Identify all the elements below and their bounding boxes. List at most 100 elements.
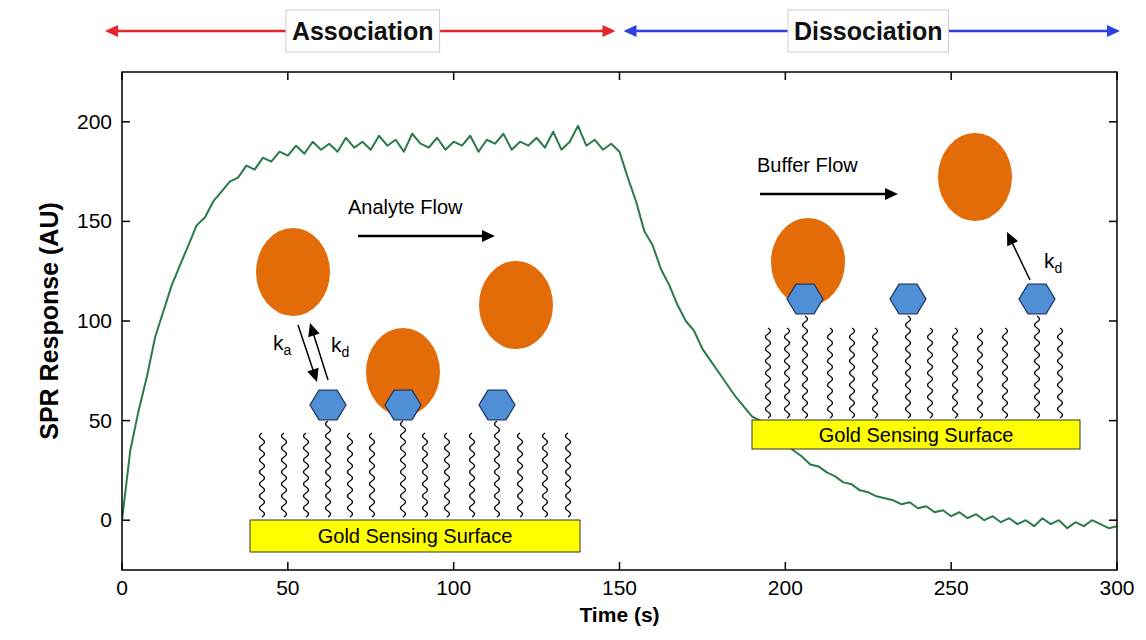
y-tick-label: 200	[77, 110, 112, 133]
y-axis-title: SPR Response (AU)	[35, 202, 63, 440]
data-group	[122, 126, 1117, 528]
linker	[423, 433, 428, 517]
x-tick-label: 150	[602, 576, 637, 599]
y-tick-label: 100	[77, 309, 112, 332]
linker	[370, 433, 375, 517]
linker	[828, 328, 833, 418]
ligand	[890, 284, 926, 314]
rate-main: k	[1044, 249, 1055, 272]
y-tick-right	[1109, 519, 1117, 521]
linker	[470, 433, 475, 517]
x-tick-top	[1116, 72, 1118, 80]
y-tick	[122, 221, 130, 223]
x-tick-label: 0	[116, 576, 128, 599]
gold-surface	[250, 520, 580, 552]
linker	[495, 421, 500, 517]
ligand	[787, 284, 823, 314]
x-tick	[287, 562, 289, 570]
ligand	[1019, 284, 1055, 314]
linker	[1003, 328, 1008, 418]
x-tick	[785, 562, 787, 570]
arrow-shaft	[313, 333, 328, 380]
x-tick-label: 50	[276, 576, 299, 599]
x-tick	[1116, 562, 1118, 570]
x-tick-label: 100	[436, 576, 471, 599]
linker	[348, 433, 353, 517]
arrow-head	[1107, 25, 1120, 37]
chart: 050100150200050100150200250300Time (s)SP…	[0, 0, 1146, 640]
linker	[1035, 316, 1040, 418]
linker	[850, 328, 855, 418]
analyte	[938, 133, 1012, 221]
x-tick-top	[453, 72, 455, 80]
linker	[953, 328, 958, 418]
rate-label: ka	[273, 331, 292, 358]
linker	[766, 328, 771, 418]
arrow-head	[885, 188, 898, 200]
linker	[543, 433, 548, 517]
flow-arrow	[358, 230, 495, 242]
arrow-head	[482, 230, 495, 242]
y-tick-right	[1109, 420, 1117, 422]
x-tick-label: 300	[1099, 576, 1134, 599]
x-tick	[121, 562, 123, 570]
surface-label: Gold Sensing Surface	[819, 424, 1014, 446]
linker	[518, 433, 523, 517]
ligand	[385, 390, 421, 420]
plot-frame	[122, 72, 1117, 570]
x-tick-label: 200	[768, 576, 803, 599]
x-tick-top	[287, 72, 289, 80]
rate-main: k	[331, 333, 342, 356]
arrow-head	[105, 25, 118, 37]
flow-arrow	[760, 188, 898, 200]
response-line	[122, 126, 1117, 528]
y-tick-right	[1109, 320, 1117, 322]
arrow-head	[624, 25, 637, 37]
arrow-shaft	[760, 193, 887, 196]
linker	[1058, 328, 1063, 418]
dissociation-diagram: Gold Sensing SurfaceBuffer Flowkd	[752, 133, 1080, 449]
y-tick-label: 150	[77, 209, 112, 232]
phase-label: Dissociation	[794, 17, 943, 45]
rate-sub: a	[284, 342, 292, 358]
y-tick	[122, 519, 130, 521]
linker	[906, 316, 911, 418]
rate-arrow	[308, 323, 328, 380]
y-tick-right	[1109, 221, 1117, 223]
linker	[304, 433, 309, 517]
ligand	[310, 390, 346, 420]
y-tick	[122, 320, 130, 322]
linker	[873, 328, 878, 418]
x-tick-top	[950, 72, 952, 80]
x-tick	[619, 562, 621, 570]
phase-label: Association	[292, 17, 434, 45]
rate-sub: d	[1055, 260, 1063, 276]
linker	[928, 328, 933, 418]
phase-label-box	[788, 10, 949, 52]
rate-sub: d	[342, 344, 350, 360]
rate-label: kd	[331, 333, 349, 360]
arrow-head	[308, 323, 319, 337]
linker	[566, 433, 571, 517]
phase-label-box	[286, 10, 440, 52]
analyte	[479, 261, 553, 349]
arrow-head	[1007, 232, 1018, 246]
arrow-shaft	[358, 235, 484, 238]
flow-label: Analyte Flow	[348, 196, 463, 218]
linker	[803, 316, 808, 418]
linker	[401, 421, 406, 517]
y-tick	[122, 121, 130, 123]
y-tick-label: 0	[100, 508, 112, 531]
arrow-shaft	[1012, 242, 1030, 280]
x-tick	[950, 562, 952, 570]
linker	[978, 328, 983, 418]
x-axis-title: Time (s)	[579, 603, 659, 626]
y-tick-label: 50	[89, 409, 112, 432]
linker	[260, 433, 265, 517]
association-diagram: Gold Sensing SurfaceAnalyte Flowkakd	[250, 196, 580, 552]
y-tick-right	[1109, 121, 1117, 123]
linker	[445, 433, 450, 517]
x-tick-top	[619, 72, 621, 80]
linker	[326, 421, 331, 517]
linker	[785, 328, 790, 418]
